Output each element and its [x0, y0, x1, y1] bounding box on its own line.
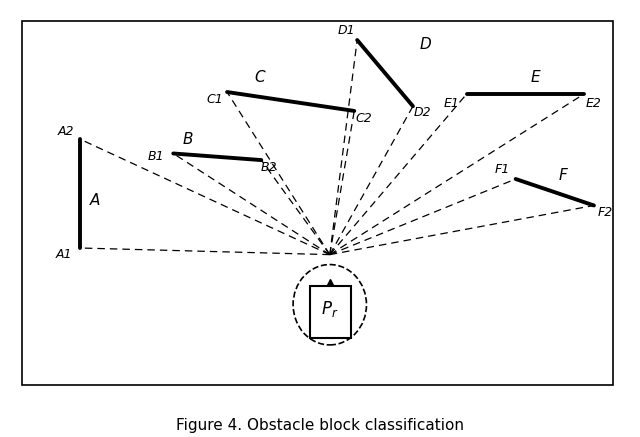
Text: B: B	[182, 132, 193, 147]
Text: F1: F1	[494, 163, 509, 176]
Text: F: F	[558, 168, 567, 183]
Text: C1: C1	[206, 93, 223, 106]
Text: C2: C2	[356, 112, 372, 125]
Bar	[310, 286, 351, 338]
Text: E: E	[531, 70, 540, 85]
Text: F2: F2	[598, 205, 613, 218]
Text: C: C	[254, 70, 265, 85]
Text: D2: D2	[414, 106, 431, 119]
Text: A2: A2	[58, 125, 74, 138]
Text: B2: B2	[261, 161, 278, 174]
Text: D: D	[420, 37, 431, 52]
Text: E2: E2	[586, 97, 602, 110]
Text: $P_r$: $P_r$	[321, 299, 339, 319]
Text: Figure 4. Obstacle block classification: Figure 4. Obstacle block classification	[176, 418, 464, 433]
Text: D1: D1	[338, 24, 355, 37]
Text: A1: A1	[56, 248, 72, 261]
Text: E1: E1	[444, 97, 460, 110]
Text: A: A	[90, 193, 100, 208]
Text: B1: B1	[147, 150, 164, 163]
